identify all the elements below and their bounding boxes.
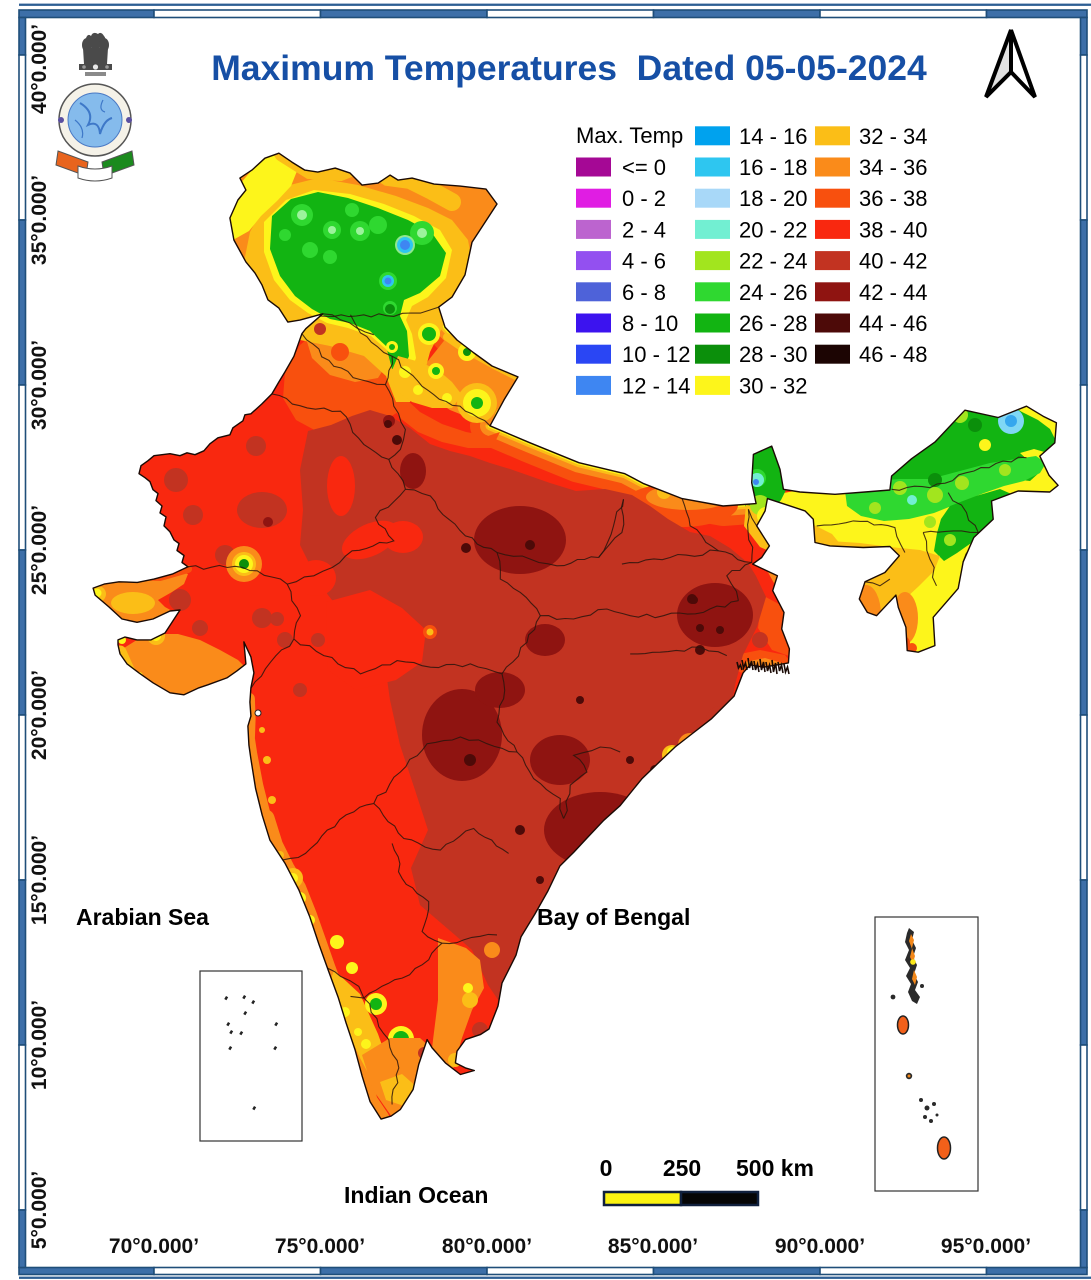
svg-text:0 - 2: 0 - 2 — [622, 186, 666, 211]
svg-text:34 - 36: 34 - 36 — [859, 155, 928, 180]
svg-text:500 km: 500 km — [736, 1155, 814, 1181]
svg-text:0: 0 — [600, 1155, 613, 1181]
svg-text:30 - 32: 30 - 32 — [739, 373, 808, 398]
svg-text:20 - 22: 20 - 22 — [739, 217, 808, 242]
svg-text:Arabian Sea: Arabian Sea — [76, 904, 209, 930]
svg-text:16 - 18: 16 - 18 — [739, 155, 808, 180]
svg-text:14 - 16: 14 - 16 — [739, 124, 808, 149]
svg-text:Max. Temp: Max. Temp — [576, 123, 683, 148]
svg-text:80°0.000’: 80°0.000’ — [442, 1235, 532, 1258]
svg-text:12 - 14: 12 - 14 — [622, 373, 691, 398]
svg-text:6 - 8: 6 - 8 — [622, 280, 666, 305]
svg-text:90°0.000’: 90°0.000’ — [775, 1235, 865, 1258]
svg-text:Maximum Temperatures Dated 05: Maximum Temperatures Dated 05-05-2024 — [211, 48, 927, 88]
svg-text:Bay of Bengal: Bay of Bengal — [537, 904, 690, 930]
svg-text:24 - 26: 24 - 26 — [739, 280, 808, 305]
svg-text:40°0.000’: 40°0.000’ — [28, 24, 51, 114]
svg-text:28 - 30: 28 - 30 — [739, 342, 808, 367]
svg-text:15°0.000’: 15°0.000’ — [28, 835, 51, 925]
svg-text:8 - 10: 8 - 10 — [622, 311, 678, 336]
svg-text:Indian Ocean: Indian Ocean — [344, 1182, 488, 1208]
svg-text:10 - 12: 10 - 12 — [622, 342, 691, 367]
svg-text:38 - 40: 38 - 40 — [859, 217, 928, 242]
svg-text:18 - 20: 18 - 20 — [739, 186, 808, 211]
svg-text:4 - 6: 4 - 6 — [622, 249, 666, 274]
svg-text:10°0.000’: 10°0.000’ — [28, 1000, 51, 1090]
svg-text:2 - 4: 2 - 4 — [622, 217, 666, 242]
svg-text:85°0.000’: 85°0.000’ — [608, 1235, 698, 1258]
svg-text:<= 0: <= 0 — [622, 155, 666, 180]
svg-text:70°0.000’: 70°0.000’ — [109, 1235, 199, 1258]
svg-text:75°0.000’: 75°0.000’ — [275, 1235, 365, 1258]
svg-text:30°0.000’: 30°0.000’ — [28, 340, 51, 430]
svg-text:20°0.000’: 20°0.000’ — [28, 670, 51, 760]
svg-text:44 - 46: 44 - 46 — [859, 311, 928, 336]
svg-text:32 - 34: 32 - 34 — [859, 124, 928, 149]
svg-text:5°0.000’: 5°0.000’ — [28, 1171, 51, 1249]
svg-text:40 - 42: 40 - 42 — [859, 249, 928, 274]
svg-text:46 - 48: 46 - 48 — [859, 342, 928, 367]
svg-text:22 - 24: 22 - 24 — [739, 249, 808, 274]
svg-text:25°0.000’: 25°0.000’ — [28, 505, 51, 595]
svg-text:35°0.000’: 35°0.000’ — [28, 175, 51, 265]
svg-text:36 - 38: 36 - 38 — [859, 186, 928, 211]
svg-text:250: 250 — [663, 1155, 701, 1181]
svg-text:95°0.000’: 95°0.000’ — [941, 1235, 1031, 1258]
svg-text:42 - 44: 42 - 44 — [859, 280, 928, 305]
svg-text:26 - 28: 26 - 28 — [739, 311, 808, 336]
